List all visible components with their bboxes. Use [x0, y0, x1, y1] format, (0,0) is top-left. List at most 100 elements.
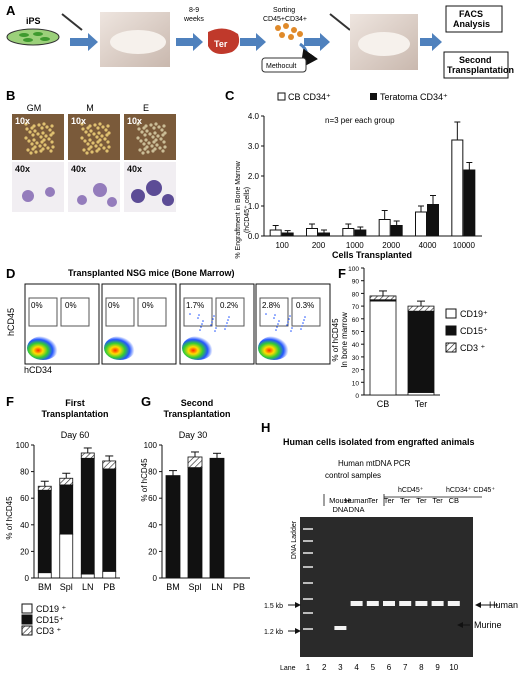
human-band [431, 601, 444, 606]
panel-letter: F [6, 394, 14, 409]
micrograph-10x [124, 114, 176, 160]
bar-segment [369, 295, 397, 301]
panel-letter: C [225, 88, 235, 103]
bar [269, 229, 282, 237]
bar [342, 228, 355, 237]
d-ylabel: hCD45 [6, 308, 16, 336]
bar-segment [80, 573, 95, 579]
micrograph-10x [12, 114, 64, 160]
gate-right [60, 297, 90, 327]
y-tick-label: 60 [20, 494, 29, 503]
human-band [366, 601, 379, 606]
panel-letter: G [141, 394, 151, 409]
legend-swatch-cb [277, 92, 286, 101]
y-tick-label: 90 [352, 279, 360, 286]
panel-c: C CB CD34⁺ Teratoma CD34⁺ n=3 per each g… [225, 88, 482, 260]
y-tick-label: 10 [352, 380, 360, 387]
syringe-icon [329, 13, 351, 31]
panel-letter: A [6, 3, 16, 18]
x-tick-label: 100 [275, 241, 289, 250]
gate-left [259, 297, 289, 327]
h-ladder: DNA Ladder [291, 520, 298, 559]
d-title: Transplanted NSG mice (Bone Marrow) [68, 268, 235, 278]
lane-number: 2 [322, 663, 327, 672]
g-title-2: Transplantation [163, 409, 230, 419]
lane-label: Human DNA [345, 496, 369, 514]
ladder-band [303, 598, 313, 600]
bar-segment [407, 305, 435, 312]
gate-right [137, 297, 167, 327]
f1-ylabel: % of hCD45 [331, 318, 340, 362]
note: n=3 per each group [325, 116, 395, 125]
legend-label: CD15⁺ [36, 615, 64, 625]
bar-segment [407, 310, 435, 393]
flow-density [258, 336, 290, 360]
lane-label: CB [449, 496, 459, 505]
bar [415, 211, 427, 237]
human-band [383, 601, 395, 606]
legend-swatch [21, 603, 33, 614]
arrow-icon [240, 33, 266, 51]
bar [281, 232, 294, 237]
y-tick-label: 100 [144, 441, 158, 450]
g-ylabel: % of hCD45 [140, 458, 149, 502]
legend-swatch [21, 625, 33, 636]
y-axis-label: % Engraftment in Bone Marrow [235, 160, 242, 258]
gate-right [215, 297, 245, 327]
syringe-icon [61, 13, 83, 31]
arrow-icon [176, 33, 203, 51]
bar-segment [102, 468, 117, 572]
ladder-band [303, 612, 313, 614]
g-day: Day 30 [179, 430, 208, 440]
bar-segment [80, 452, 95, 459]
panel-letter: D [6, 266, 15, 281]
ladder-band [303, 566, 313, 568]
h-title: Human cells isolated from engrafted anim… [283, 437, 475, 447]
bar-segment [187, 456, 203, 469]
g-title: Second [181, 398, 214, 408]
lane-number: 1 [306, 663, 311, 672]
f2-title: First [65, 398, 85, 408]
legend-swatch [445, 325, 457, 336]
bar-segment [37, 489, 52, 574]
human-label: Human [489, 600, 518, 610]
panel-letter: H [261, 420, 270, 435]
panel-g: G Second Transplantation Day 30 % of hCD… [140, 394, 250, 592]
x-tick-label: 4000 [419, 241, 437, 250]
facs-box [445, 5, 503, 33]
h-group-hcd45: hCD45⁺ [398, 487, 424, 494]
marker-15: 1.5 kb [264, 603, 283, 610]
h-control: control samples [325, 471, 381, 480]
bar-segment [165, 475, 181, 579]
y-tick-label: 100 [16, 441, 30, 450]
panel-a: A iPS 8-9 weeks Ter Sorting CD45+CD34+ Met… [6, 3, 514, 79]
flow-density [27, 336, 59, 360]
lane-number: 4 [354, 663, 359, 672]
y-tick-label: 40 [148, 521, 157, 530]
y-tick-label: 60 [148, 494, 157, 503]
panel-letter: F [338, 266, 346, 281]
bar-segment [59, 477, 74, 486]
human-band [350, 601, 363, 606]
colony-type-label: GM [27, 103, 42, 113]
y-tick-label: 80 [352, 291, 360, 298]
human-band [447, 601, 460, 606]
flow-density [104, 336, 136, 360]
lane-label: Mouse DNA [329, 496, 352, 514]
y-tick-label: 20 [148, 547, 157, 556]
f1-ylabel-2: In bone marrow [340, 312, 349, 368]
colony-type-label: E [143, 103, 149, 113]
colony-type-label: M [86, 103, 94, 113]
y-tick-label: 0.0 [248, 232, 260, 241]
ter-label: Ter [214, 39, 228, 49]
teratoma-icon [208, 28, 240, 54]
magnification-label: 10x [15, 116, 30, 126]
magnification-label: 10x [71, 116, 86, 126]
bar-segment [102, 570, 117, 579]
gate-left [28, 297, 58, 327]
bar [427, 204, 439, 237]
gate-left-value: 1.7% [186, 301, 204, 310]
magnification-label: 40x [15, 164, 30, 174]
x-tick-label: PB [103, 582, 115, 592]
